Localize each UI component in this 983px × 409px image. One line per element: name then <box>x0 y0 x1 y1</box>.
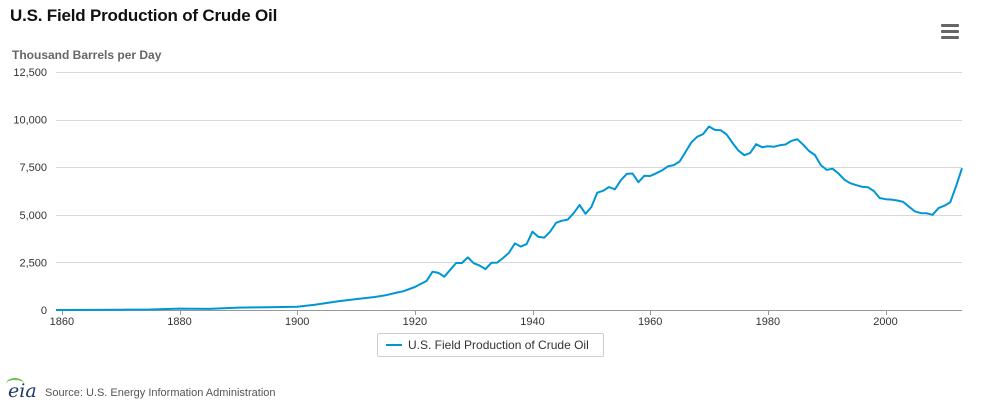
menu-bar <box>941 36 959 39</box>
x-tick-label: 1860 <box>50 316 74 328</box>
y-tick-label: 12,500 <box>13 67 47 79</box>
y-tick-label: 7,500 <box>19 162 47 174</box>
y-tick-label: 10,000 <box>13 115 47 127</box>
legend-label: U.S. Field Production of Crude Oil <box>408 338 589 352</box>
y-tick-label: 5,000 <box>19 210 47 222</box>
legend-item[interactable]: U.S. Field Production of Crude Oil <box>377 333 604 357</box>
x-tick-label: 2000 <box>873 316 897 328</box>
chart-title: U.S. Field Production of Crude Oil <box>10 6 278 25</box>
x-tick-label: 1980 <box>756 316 780 328</box>
y-tick-label: 2,500 <box>19 257 47 269</box>
menu-bar <box>941 30 959 33</box>
x-tick-label: 1960 <box>638 316 662 328</box>
eia-logo: eia <box>6 378 37 402</box>
x-tick-label: 1900 <box>285 316 309 328</box>
menu-bar <box>941 24 959 27</box>
hamburger-menu-icon[interactable] <box>941 24 959 40</box>
x-tick-label: 1940 <box>520 316 544 328</box>
y-tick-label: 0 <box>41 305 47 317</box>
x-tick-label: 1920 <box>403 316 427 328</box>
source-footer: eia Source: U.S. Energy Information Admi… <box>0 378 400 406</box>
x-tick-label: 1880 <box>167 316 191 328</box>
legend-swatch <box>386 344 402 346</box>
source-text: Source: U.S. Energy Information Administ… <box>45 387 276 399</box>
series-line <box>56 125 963 311</box>
y-axis-label: Thousand Barrels per Day <box>12 48 162 62</box>
